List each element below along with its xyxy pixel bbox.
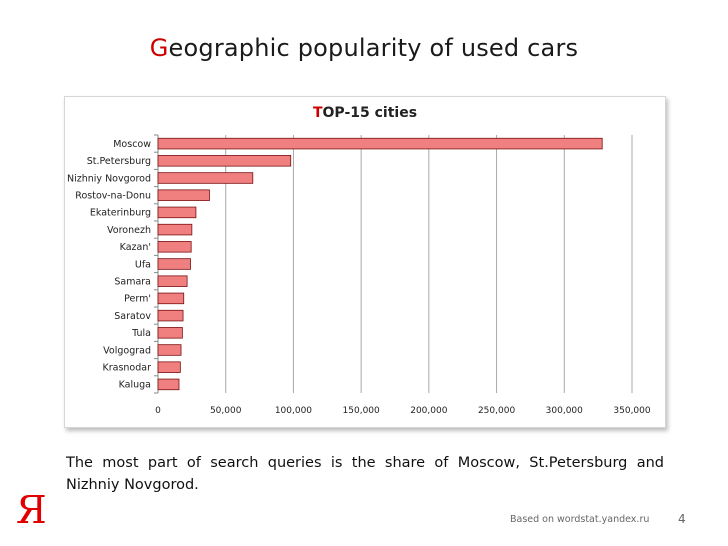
category-label: Rostov-na-Donu <box>75 191 151 202</box>
page-number: 4 <box>678 512 686 526</box>
bar <box>157 361 181 373</box>
category-label: Kazan' <box>120 242 151 253</box>
bar <box>157 241 192 253</box>
slide-title: Geographic popularity of used cars <box>0 34 728 62</box>
bar <box>157 275 188 287</box>
chart-title-text: OP-15 cities <box>322 105 418 121</box>
bar <box>157 189 210 201</box>
category-label: Perm' <box>124 294 151 305</box>
category-label: Kaluga <box>119 380 151 391</box>
slide-title-text: eographic popularity of used cars <box>168 34 579 62</box>
x-tick-label: 350,000 <box>613 406 650 416</box>
bar <box>157 378 180 391</box>
bar <box>157 172 254 184</box>
bar <box>157 155 292 167</box>
category-label: Samara <box>114 277 151 288</box>
chart-title: TOP-15 cities <box>65 105 665 121</box>
bar <box>157 327 183 339</box>
category-label: Tula <box>131 328 151 339</box>
category-label: Nizhniy Novgorod <box>67 173 151 184</box>
slide-title-initial: G <box>149 34 169 62</box>
category-label: St.Petersburg <box>87 156 151 167</box>
bar <box>157 206 197 219</box>
x-tick-label: 150,000 <box>343 406 380 416</box>
category-label: Krasnodar <box>103 363 152 374</box>
bar <box>157 258 191 270</box>
bar <box>157 292 185 305</box>
x-tick-label: 200,000 <box>410 406 447 416</box>
x-tick-label: 50,000 <box>210 406 242 416</box>
chart-frame: TOP-15 cities Moscow St.Petersburg Nizhniy… <box>64 96 666 428</box>
summary-text: The most part of search queries is the s… <box>66 455 664 493</box>
bar <box>157 223 193 236</box>
bar-chart: Moscow St.Petersburg Nizhniy Novgorod Rosto… <box>67 134 651 416</box>
bar <box>157 309 184 322</box>
bar <box>157 344 182 356</box>
yandex-logo-icon: Я <box>16 488 47 532</box>
category-label: Voronezh <box>107 225 151 236</box>
category-label: Ekaterinburg <box>90 208 151 219</box>
bar <box>157 137 603 150</box>
x-tick-label: 0 <box>155 406 161 416</box>
category-label: Moscow <box>113 139 151 150</box>
category-label: Saratov <box>114 311 151 322</box>
category-label: Ufa <box>135 259 151 270</box>
category-label: Volgograd <box>103 345 151 356</box>
x-tick-label: 300,000 <box>546 406 583 416</box>
source-note: Based on wordstat.yandex.ru <box>510 514 650 525</box>
chart-title-initial: T <box>312 105 323 121</box>
x-tick-label: 250,000 <box>478 406 515 416</box>
x-tick-label: 100,000 <box>275 406 312 416</box>
